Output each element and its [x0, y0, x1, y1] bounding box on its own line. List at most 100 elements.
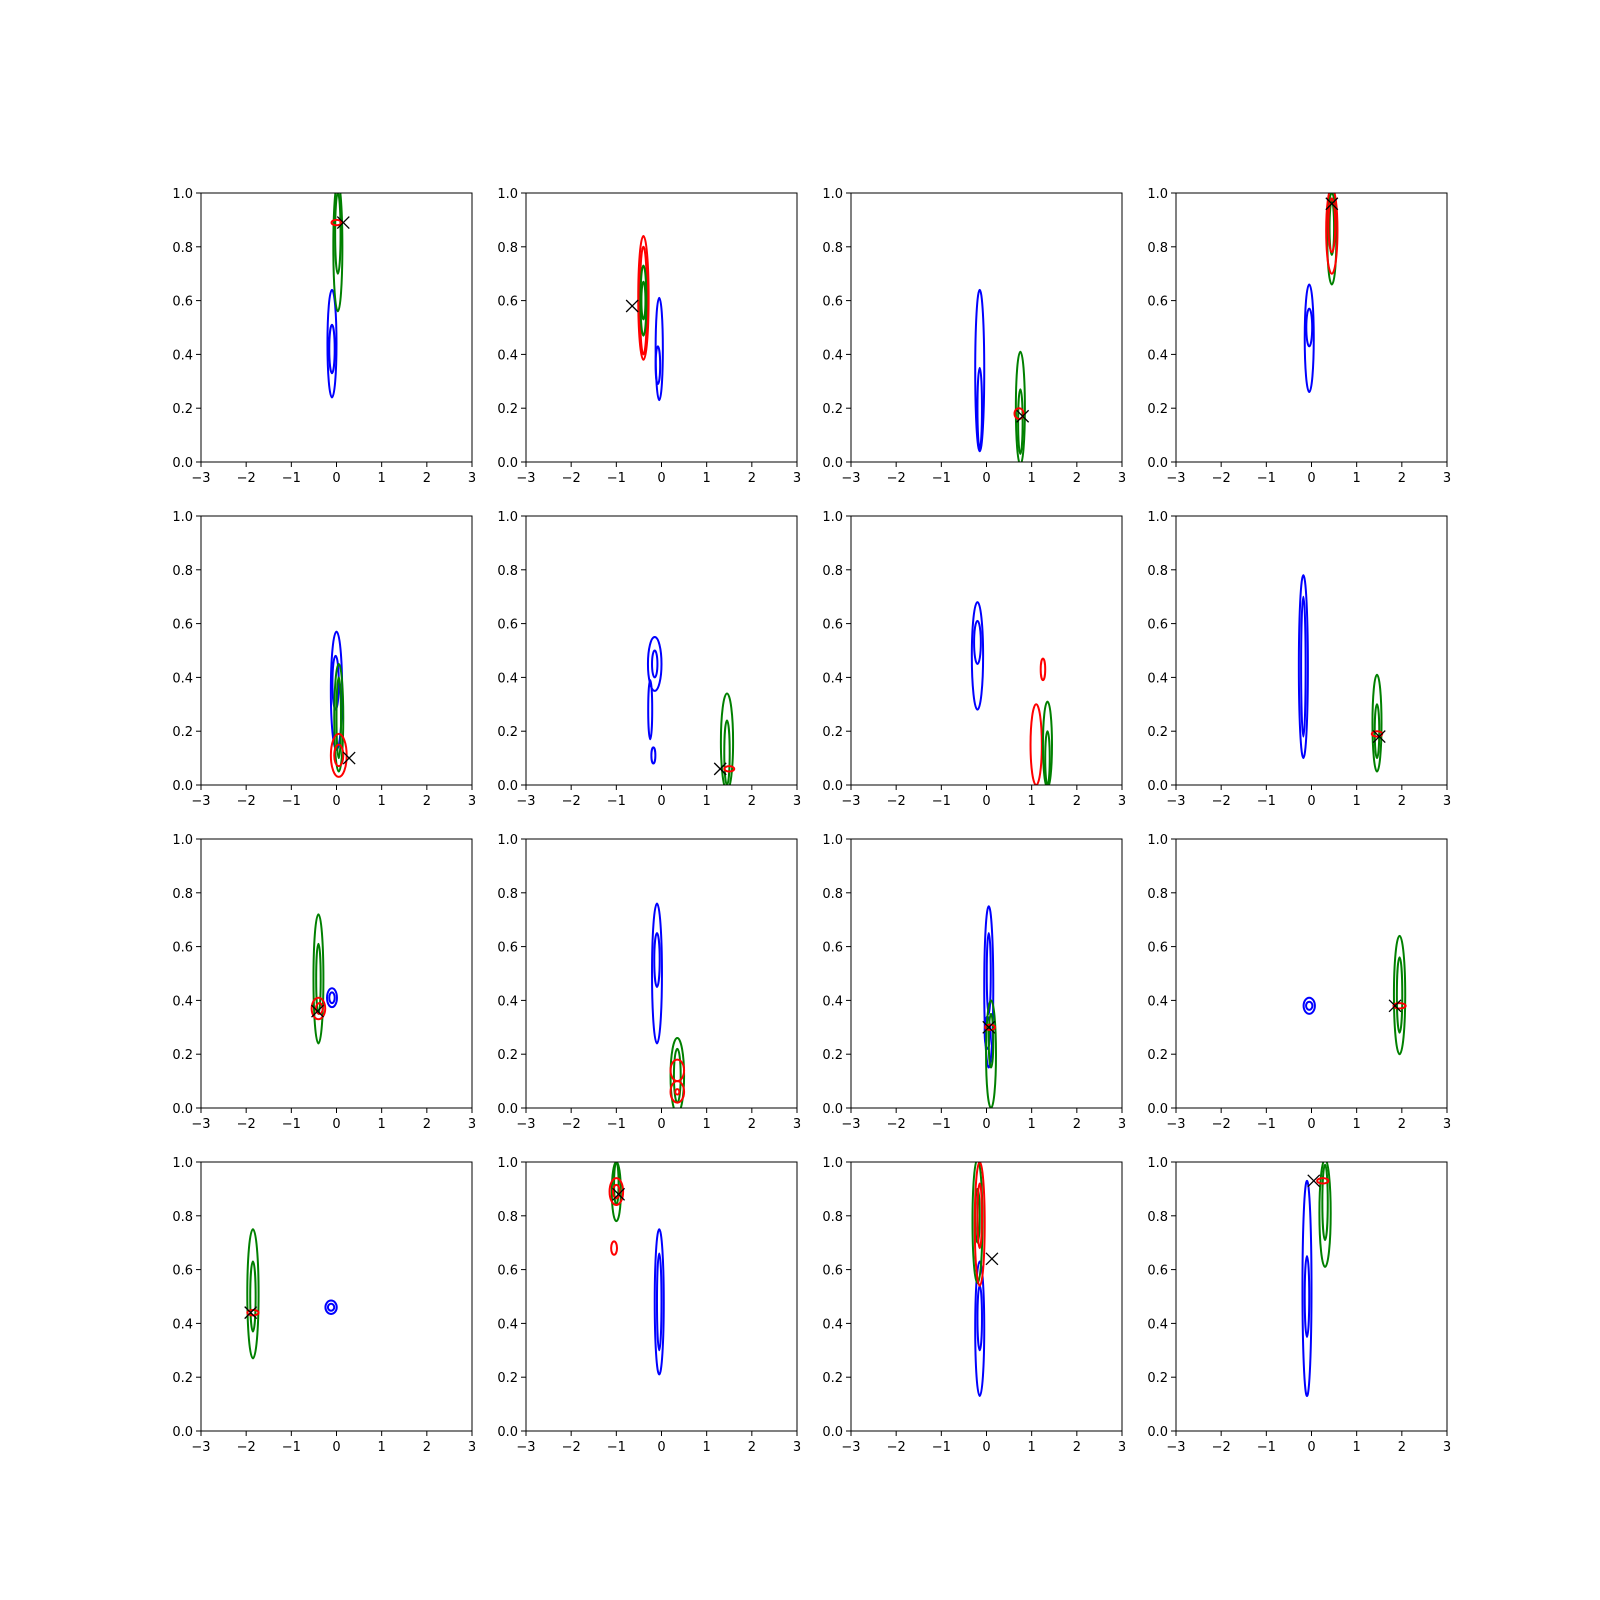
green-contour: [1041, 700, 1053, 785]
y-tick-label: 0.0: [172, 779, 193, 794]
y-tick-label: 1.0: [497, 833, 518, 848]
green-contour: [1326, 193, 1338, 286]
x-tick-label: 0: [982, 794, 990, 809]
blue-contour: [326, 987, 338, 1009]
x-tick-label: 0: [982, 1440, 990, 1455]
red-contour: [1013, 407, 1025, 420]
x-tick-label: 1: [1028, 471, 1036, 486]
blue-contour: [970, 601, 985, 711]
x-tick-label: 0: [657, 794, 665, 809]
x-tick-label: 1: [703, 1440, 711, 1455]
y-tick-label: 0.8: [172, 241, 193, 256]
y-tick-label: 0.8: [172, 564, 193, 579]
x-tick-label: 1: [703, 471, 711, 486]
x-tick-label: 2: [1073, 794, 1081, 809]
y-tick-label: 0.4: [497, 994, 518, 1009]
red-contour: [1316, 1177, 1330, 1185]
x-tick-label: 1: [703, 1117, 711, 1132]
x-tick-label: −3: [841, 471, 860, 486]
y-tick-label: 0.4: [822, 348, 843, 363]
y-tick-label: 0.4: [1147, 671, 1168, 686]
x-tick-label: 3: [1118, 794, 1126, 809]
plot-area: [1297, 574, 1386, 773]
y-tick-label: 0.6: [497, 941, 518, 956]
y-tick-label: 0.0: [172, 1102, 193, 1117]
y-tick-label: 0.2: [172, 1371, 193, 1386]
x-tick-label: −2: [237, 471, 256, 486]
x-tick-label: −1: [607, 471, 626, 486]
blue-contour: [1297, 574, 1309, 760]
blue-contour: [974, 288, 986, 453]
x-tick-label: −3: [516, 1117, 535, 1132]
y-tick-label: 1.0: [497, 1156, 518, 1171]
blue-contour: [1303, 1255, 1311, 1338]
y-tick-label: 1.0: [172, 833, 193, 848]
x-tick-label: 2: [1073, 1117, 1081, 1132]
x-tick-label: 1: [1028, 1440, 1036, 1455]
plot-area: [244, 1228, 338, 1360]
y-tick-label: 0.0: [822, 779, 843, 794]
blue-contour: [326, 1302, 336, 1312]
x-tick-label: 3: [1118, 1117, 1126, 1132]
y-tick-label: 1.0: [172, 510, 193, 525]
y-tick-label: 0.8: [497, 1210, 518, 1225]
y-tick-label: 0.6: [1147, 1264, 1168, 1279]
y-tick-label: 0.0: [497, 779, 518, 794]
green-contour: [334, 193, 342, 275]
blue-contour: [1303, 283, 1315, 394]
x-marker: [244, 1306, 258, 1320]
y-tick-label: 0.2: [497, 1371, 518, 1386]
x-tick-label: −1: [1257, 1440, 1276, 1455]
subplot-10: −3 −2 −1 0 1 2 3 0.0 0.2 0.4 0.6 0.8 1.0: [497, 833, 801, 1132]
x-tick-label: 0: [332, 1440, 340, 1455]
y-tick-label: 0.6: [822, 295, 843, 310]
y-tick-label: 0.0: [1147, 1102, 1168, 1117]
x-tick-label: 1: [1353, 1440, 1361, 1455]
x-tick-label: −1: [932, 471, 951, 486]
y-tick-label: 0.6: [172, 941, 193, 956]
x-tick-label: 3: [793, 1117, 801, 1132]
x-tick-label: −3: [1166, 471, 1185, 486]
y-tick-label: 0.8: [822, 1210, 843, 1225]
blue-contour: [1301, 1179, 1313, 1398]
y-tick-label: 0.6: [822, 618, 843, 633]
x-tick-label: 0: [1307, 1117, 1315, 1132]
green-contour: [1395, 956, 1404, 1034]
plot-area: [326, 193, 350, 399]
x-marker: [1325, 197, 1339, 211]
x-tick-label: 1: [378, 794, 386, 809]
green-contour: [1392, 934, 1407, 1056]
red-contour: [674, 1088, 681, 1096]
red-contour: [330, 218, 343, 227]
y-tick-label: 0.2: [822, 1048, 843, 1063]
x-tick-label: 2: [423, 471, 431, 486]
blue-contour: [1302, 996, 1316, 1015]
subplot-15: −3 −2 −1 0 1 2 3 0.0 0.2 0.4 0.6 0.8 1.0: [822, 1156, 1126, 1455]
green-contour: [1371, 673, 1383, 773]
x-tick-label: 1: [1353, 1117, 1361, 1132]
x-tick-label: 2: [748, 471, 756, 486]
x-tick-label: −2: [562, 1440, 581, 1455]
subplot-2: −3 −2 −1 0 1 2 3 0.0 0.2 0.4 0.6 0.8 1.0: [497, 187, 801, 486]
x-tick-label: −2: [1212, 1117, 1231, 1132]
x-tick-label: 2: [748, 794, 756, 809]
y-tick-label: 0.2: [172, 402, 193, 417]
y-tick-label: 0.8: [822, 564, 843, 579]
x-marker: [1372, 730, 1386, 744]
y-tick-label: 0.0: [497, 1425, 518, 1440]
y-tick-label: 0.4: [822, 671, 843, 686]
x-tick-label: 0: [657, 1440, 665, 1455]
x-marker: [625, 299, 639, 313]
y-tick-label: 0.4: [172, 671, 193, 686]
x-tick-label: −2: [1212, 471, 1231, 486]
red-contour: [608, 1177, 625, 1207]
green-contour: [1318, 1162, 1332, 1268]
y-tick-label: 0.2: [497, 725, 518, 740]
y-tick-label: 0.4: [822, 1317, 843, 1332]
y-tick-label: 0.4: [822, 994, 843, 1009]
y-tick-label: 1.0: [1147, 510, 1168, 525]
x-tick-label: 3: [1443, 1117, 1451, 1132]
y-tick-label: 1.0: [172, 187, 193, 202]
blue-contour: [650, 746, 657, 765]
x-tick-label: −3: [1166, 1440, 1185, 1455]
